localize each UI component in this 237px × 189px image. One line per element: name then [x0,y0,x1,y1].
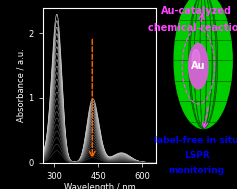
Text: Au-catalyzed: Au-catalyzed [161,6,232,16]
Circle shape [189,43,208,89]
Text: LSPR: LSPR [184,151,210,160]
Text: Au: Au [191,61,205,71]
X-axis label: Wavelength / nm: Wavelength / nm [64,183,135,189]
Text: chemical reaction: chemical reaction [148,23,237,33]
Y-axis label: Absorbance / a.u.: Absorbance / a.u. [17,48,26,122]
Text: monitoring: monitoring [169,166,225,175]
Circle shape [192,50,200,68]
Text: label-free in situ: label-free in situ [154,136,237,145]
Circle shape [174,0,232,129]
